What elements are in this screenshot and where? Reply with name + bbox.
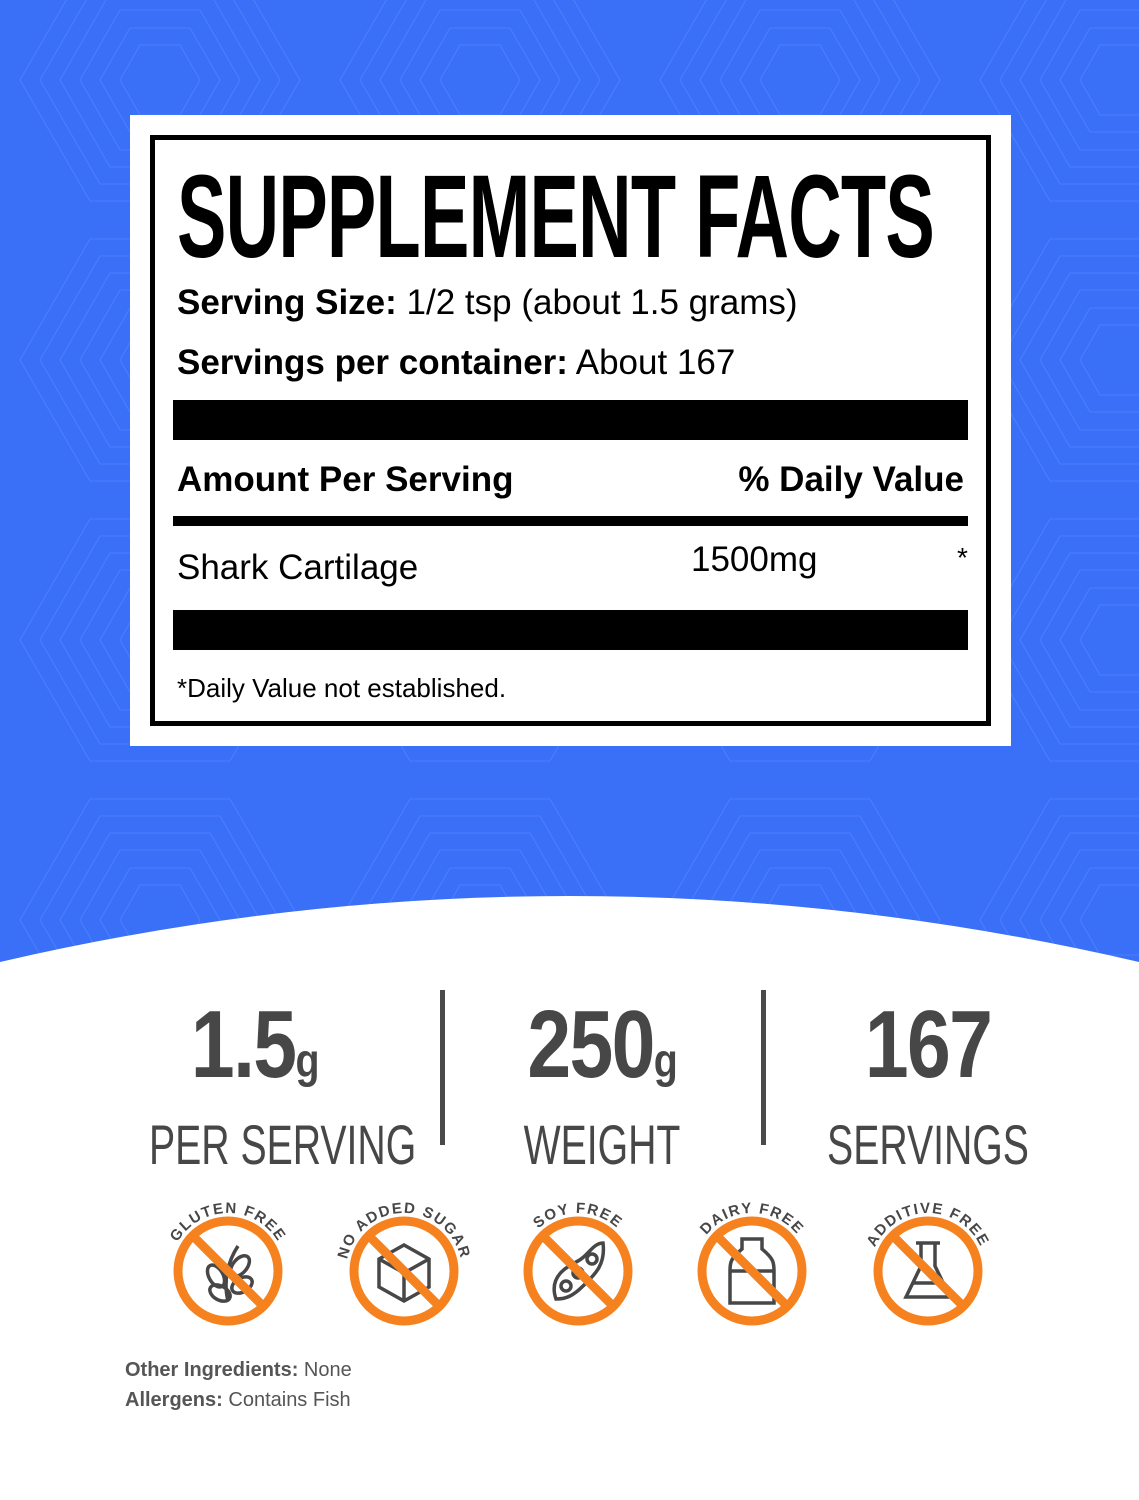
prohibited-circle-icon [873,1216,983,1326]
ingredient-name: Shark Cartilage [177,548,419,587]
allergens: Allergens: Contains Fish [125,1388,351,1412]
allergens-value: Contains Fish [228,1389,351,1411]
prohibited-slash-icon [713,1232,791,1310]
badge-no-added-sugar: NO ADDED SUGAR [334,1200,472,1326]
free-from-badges: GLUTEN FREE NO ADDED SUGAR SOY FREE DAIR… [167,1200,991,1326]
stat-divider [440,990,445,1145]
servings-value: About 167 [575,343,736,382]
stat-value: 250 [527,991,656,1098]
other-ingredients-label: Other Ingredients: [125,1359,299,1381]
stat-unit: g [295,1035,319,1088]
white-curve [0,896,1139,1500]
badge-additive-free: ADDITIVE FREE [863,1200,991,1326]
stat-label: SERVINGS [827,1113,1029,1176]
prohibited-slash-icon [539,1232,617,1310]
divider-bar [173,400,968,440]
stat-per-serving: 1.5g PER SERVING [104,995,417,1178]
amount-header: Amount Per Serving [177,460,514,499]
prohibited-slash-icon [889,1232,967,1310]
prohibited-circle-icon [349,1216,459,1326]
other-ingredients: Other Ingredients: None [125,1358,352,1382]
other-ingredients-value: None [303,1359,352,1381]
facts-title: SUPPLEMENT FACTS [177,150,935,284]
stat-value: 1.5 [190,991,297,1098]
ingredient-dv: * [957,542,968,573]
prohibited-slash-icon [189,1232,267,1310]
prohibited-circle-icon [173,1216,283,1326]
stat-value: 167 [864,991,993,1098]
badge-dairy-free: DAIRY FREE [697,1200,807,1326]
footnote: *Daily Value not established. [177,673,507,703]
servings-per-container: Servings per container: About 167 [177,343,735,383]
badge-soy-free: SOY FREE [523,1200,633,1326]
badge-label: SOY FREE [530,1200,626,1232]
badge-gluten-free: GLUTEN FREE [167,1200,288,1326]
prohibited-circle-icon [523,1216,633,1326]
dv-header: % Daily Value [738,460,964,499]
supplement-facts-panel: SUPPLEMENT FACTS Serving Size: 1/2 tsp (… [130,115,1011,746]
servings-label: Servings per container: [177,343,568,382]
divider-line [173,516,968,526]
stat-weight: 250g WEIGHT [452,995,752,1178]
stat-label: PER SERVING [149,1113,417,1176]
stat-divider [761,990,766,1145]
serving-size: Serving Size: 1/2 tsp (about 1.5 grams) [177,283,798,323]
stat-label: WEIGHT [523,1113,681,1176]
allergens-label: Allergens: [125,1389,223,1411]
prohibited-slash-icon [365,1232,443,1310]
divider-bar [173,610,968,650]
serving-size-value: 1/2 tsp (about 1.5 grams) [406,283,798,322]
stat-servings: 167 SERVINGS [778,995,1078,1178]
prohibited-circle-icon [697,1216,807,1326]
ingredient-amount: 1500mg [691,540,818,579]
serving-size-label: Serving Size: [177,283,397,322]
stat-unit: g [654,1035,678,1088]
